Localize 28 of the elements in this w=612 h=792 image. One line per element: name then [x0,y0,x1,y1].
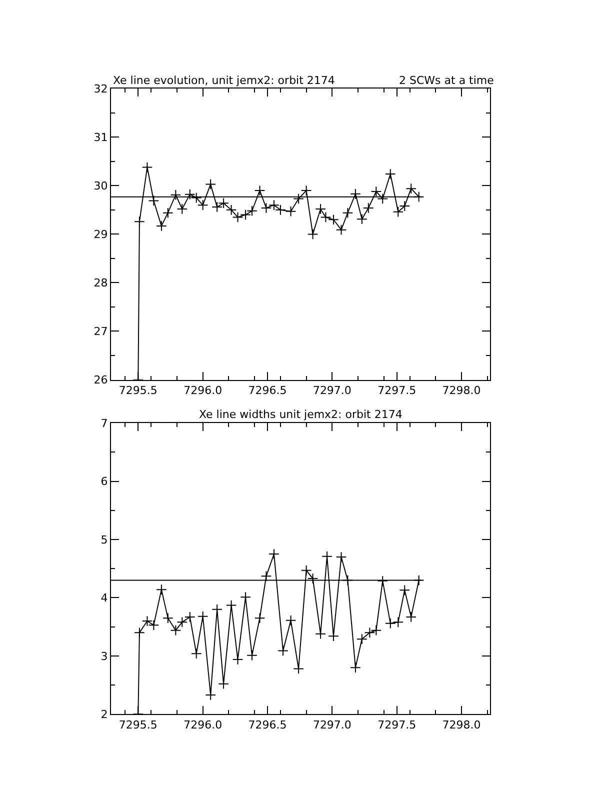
y-tick-label: 30 [94,180,108,193]
chart-title: Xe line evolution, unit jemx2: orbit 2174 [113,74,335,87]
x-tick-label: 7297.0 [312,718,352,732]
x-tick-label: 7296.0 [184,384,222,397]
y-tick-label: 27 [94,325,108,338]
y-tick-label: 28 [94,276,108,290]
y-tick-label: 32 [94,82,108,96]
x-tick-label: 7298.0 [442,718,481,732]
y-tick-label: 2 [100,708,108,722]
chart-title: Xe line widths unit jemx2: orbit 2174 [199,408,402,421]
y-tick-label: 4 [100,592,108,605]
x-tick-label: 7298.0 [442,384,481,397]
y-tick-label: 31 [94,130,108,144]
x-tick-label: 7296.5 [248,384,287,397]
x-tick-label: 7297.5 [378,384,416,397]
x-tick-label: 7297.0 [312,384,352,397]
y-tick-label: 7 [100,416,108,430]
x-tick-label: 7295.5 [118,384,158,397]
x-tick-label: 7295.5 [118,718,158,732]
y-tick-label: 26 [94,374,108,387]
x-tick-label: 7297.5 [378,718,416,732]
y-tick-label: 6 [100,475,108,488]
y-tick-label: 5 [100,533,108,546]
x-tick-label: 7296.0 [184,718,222,732]
y-tick-label: 3 [100,650,108,663]
x-tick-label: 7296.5 [248,718,287,732]
text: 2 SCWs at a time [399,74,494,87]
y-tick-label: 29 [94,228,108,242]
